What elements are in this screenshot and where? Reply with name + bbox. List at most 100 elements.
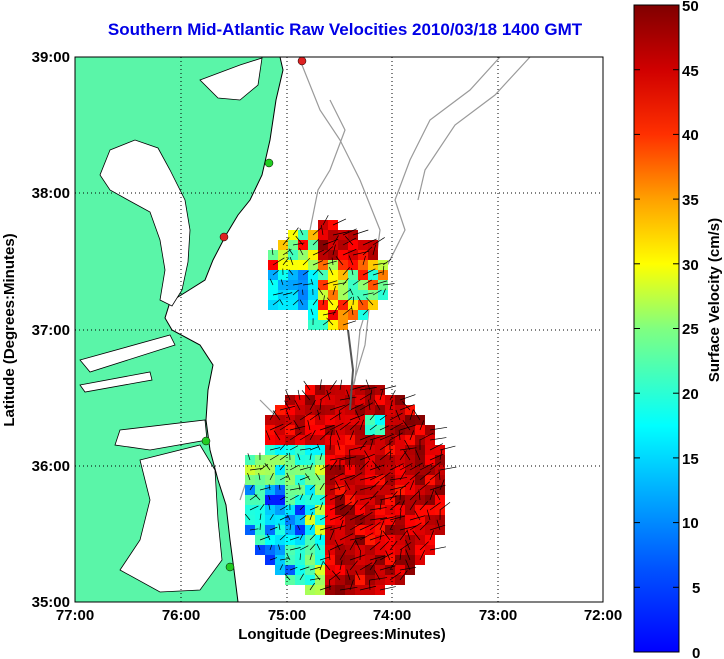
river-2 (79, 371, 153, 393)
velocity-vector (346, 389, 351, 401)
velocity-vector (339, 456, 356, 461)
velocity-vector (362, 268, 376, 276)
grid-lines (75, 57, 603, 602)
velocity-vector (402, 420, 411, 431)
y-tick-label: 35:00 (32, 594, 70, 611)
velocity-vector (299, 553, 301, 561)
velocity-vector (329, 514, 345, 521)
velocity-vector (292, 242, 305, 246)
velocity-vector (249, 484, 254, 491)
velocity-vector (379, 480, 389, 491)
velocity-vector (319, 526, 333, 531)
velocity-vector (345, 236, 354, 246)
velocity-vector (269, 514, 274, 521)
velocity-vector (329, 429, 333, 441)
velocity-vector (309, 446, 319, 451)
velocity-vector (349, 500, 359, 511)
velocity-vector (374, 399, 381, 411)
velocity-vector (289, 495, 299, 501)
velocity-vector (359, 433, 375, 441)
velocity-vector (379, 516, 396, 521)
velocity-vector (362, 309, 369, 316)
x-tick-label: 74:00 (373, 607, 411, 624)
velocity-vector (369, 473, 384, 481)
velocity-vector (319, 424, 335, 431)
colorbar-tick-label: 25 (682, 321, 699, 338)
velocity-vector (339, 560, 343, 571)
velocity-vector (299, 299, 304, 306)
velocity-vector (279, 405, 296, 411)
velocity-vector (399, 394, 416, 401)
velocity-vector (349, 554, 366, 561)
velocity-vector (369, 559, 378, 571)
velocity-vector (351, 268, 354, 276)
velocity-vector (355, 570, 361, 581)
velocity-vector (389, 390, 396, 401)
velocity-vector (279, 475, 289, 481)
colorbar-tick-label: 40 (682, 127, 699, 144)
velocity-vector (299, 515, 307, 521)
velocity-vector (312, 260, 324, 266)
velocity-vector (348, 460, 351, 471)
velocity-vector (278, 523, 281, 531)
pamlico-sound (119, 444, 223, 593)
velocity-vector (329, 571, 341, 581)
velocity-vector (322, 311, 336, 316)
velocity-vector (302, 257, 311, 266)
velocity-vector (312, 269, 319, 276)
velocity-vector (349, 539, 356, 551)
velocity-vector (359, 511, 373, 521)
velocity-vector (389, 572, 402, 581)
velocity-vector (247, 472, 251, 481)
velocity-vector (315, 473, 321, 481)
velocity-vector (272, 299, 280, 306)
velocity-vector (309, 399, 316, 411)
velocity-vector (369, 424, 377, 431)
velocity-vector (429, 546, 446, 551)
velocity-vector (399, 489, 402, 501)
velocity-vector (286, 472, 291, 481)
velocity-vector (379, 520, 385, 531)
velocity-vector (372, 460, 381, 471)
velocity-vector (335, 480, 341, 491)
velocity-vector (372, 280, 388, 286)
velocity-vector (399, 509, 402, 521)
velocity-vector (359, 387, 377, 391)
velocity-vector (289, 524, 292, 531)
velocity-vector (307, 420, 311, 431)
chesapeake-bay (99, 139, 191, 307)
velocity-vector (419, 501, 429, 511)
velocity-vector (362, 292, 374, 296)
velocity-vector (259, 513, 262, 521)
velocity-vector (402, 401, 411, 411)
velocity-vector (319, 533, 322, 541)
velocity-vector (339, 379, 343, 391)
velocity-vector (368, 399, 371, 411)
velocity-vector (439, 502, 451, 511)
velocity-vector (309, 453, 312, 461)
velocity-vector (372, 237, 385, 246)
velocity-vector (284, 573, 291, 581)
velocity-vector (269, 472, 274, 481)
velocity-vector (279, 534, 286, 541)
velocity-vector (385, 550, 391, 561)
velocity-vector (309, 429, 316, 441)
velocity-vector (439, 445, 456, 451)
velocity-vector (289, 566, 298, 571)
velocity-vector (379, 500, 382, 511)
velocity-vector (399, 450, 407, 461)
velocity-vector (303, 380, 311, 391)
velocity-vector (335, 256, 344, 266)
velocity-vector (329, 529, 335, 541)
colorbar-tick-label: 30 (682, 257, 699, 274)
velocity-vector (349, 430, 355, 441)
velocity-vector (266, 533, 271, 541)
velocity-vector (316, 543, 321, 551)
velocity-vector (369, 464, 385, 471)
velocity-vector (349, 472, 363, 481)
x-tick-label: 73:00 (479, 607, 517, 624)
velocity-vector (339, 396, 357, 401)
velocity-vector (292, 289, 299, 296)
velocity-vector (309, 462, 313, 471)
velocity-vector (289, 464, 300, 471)
